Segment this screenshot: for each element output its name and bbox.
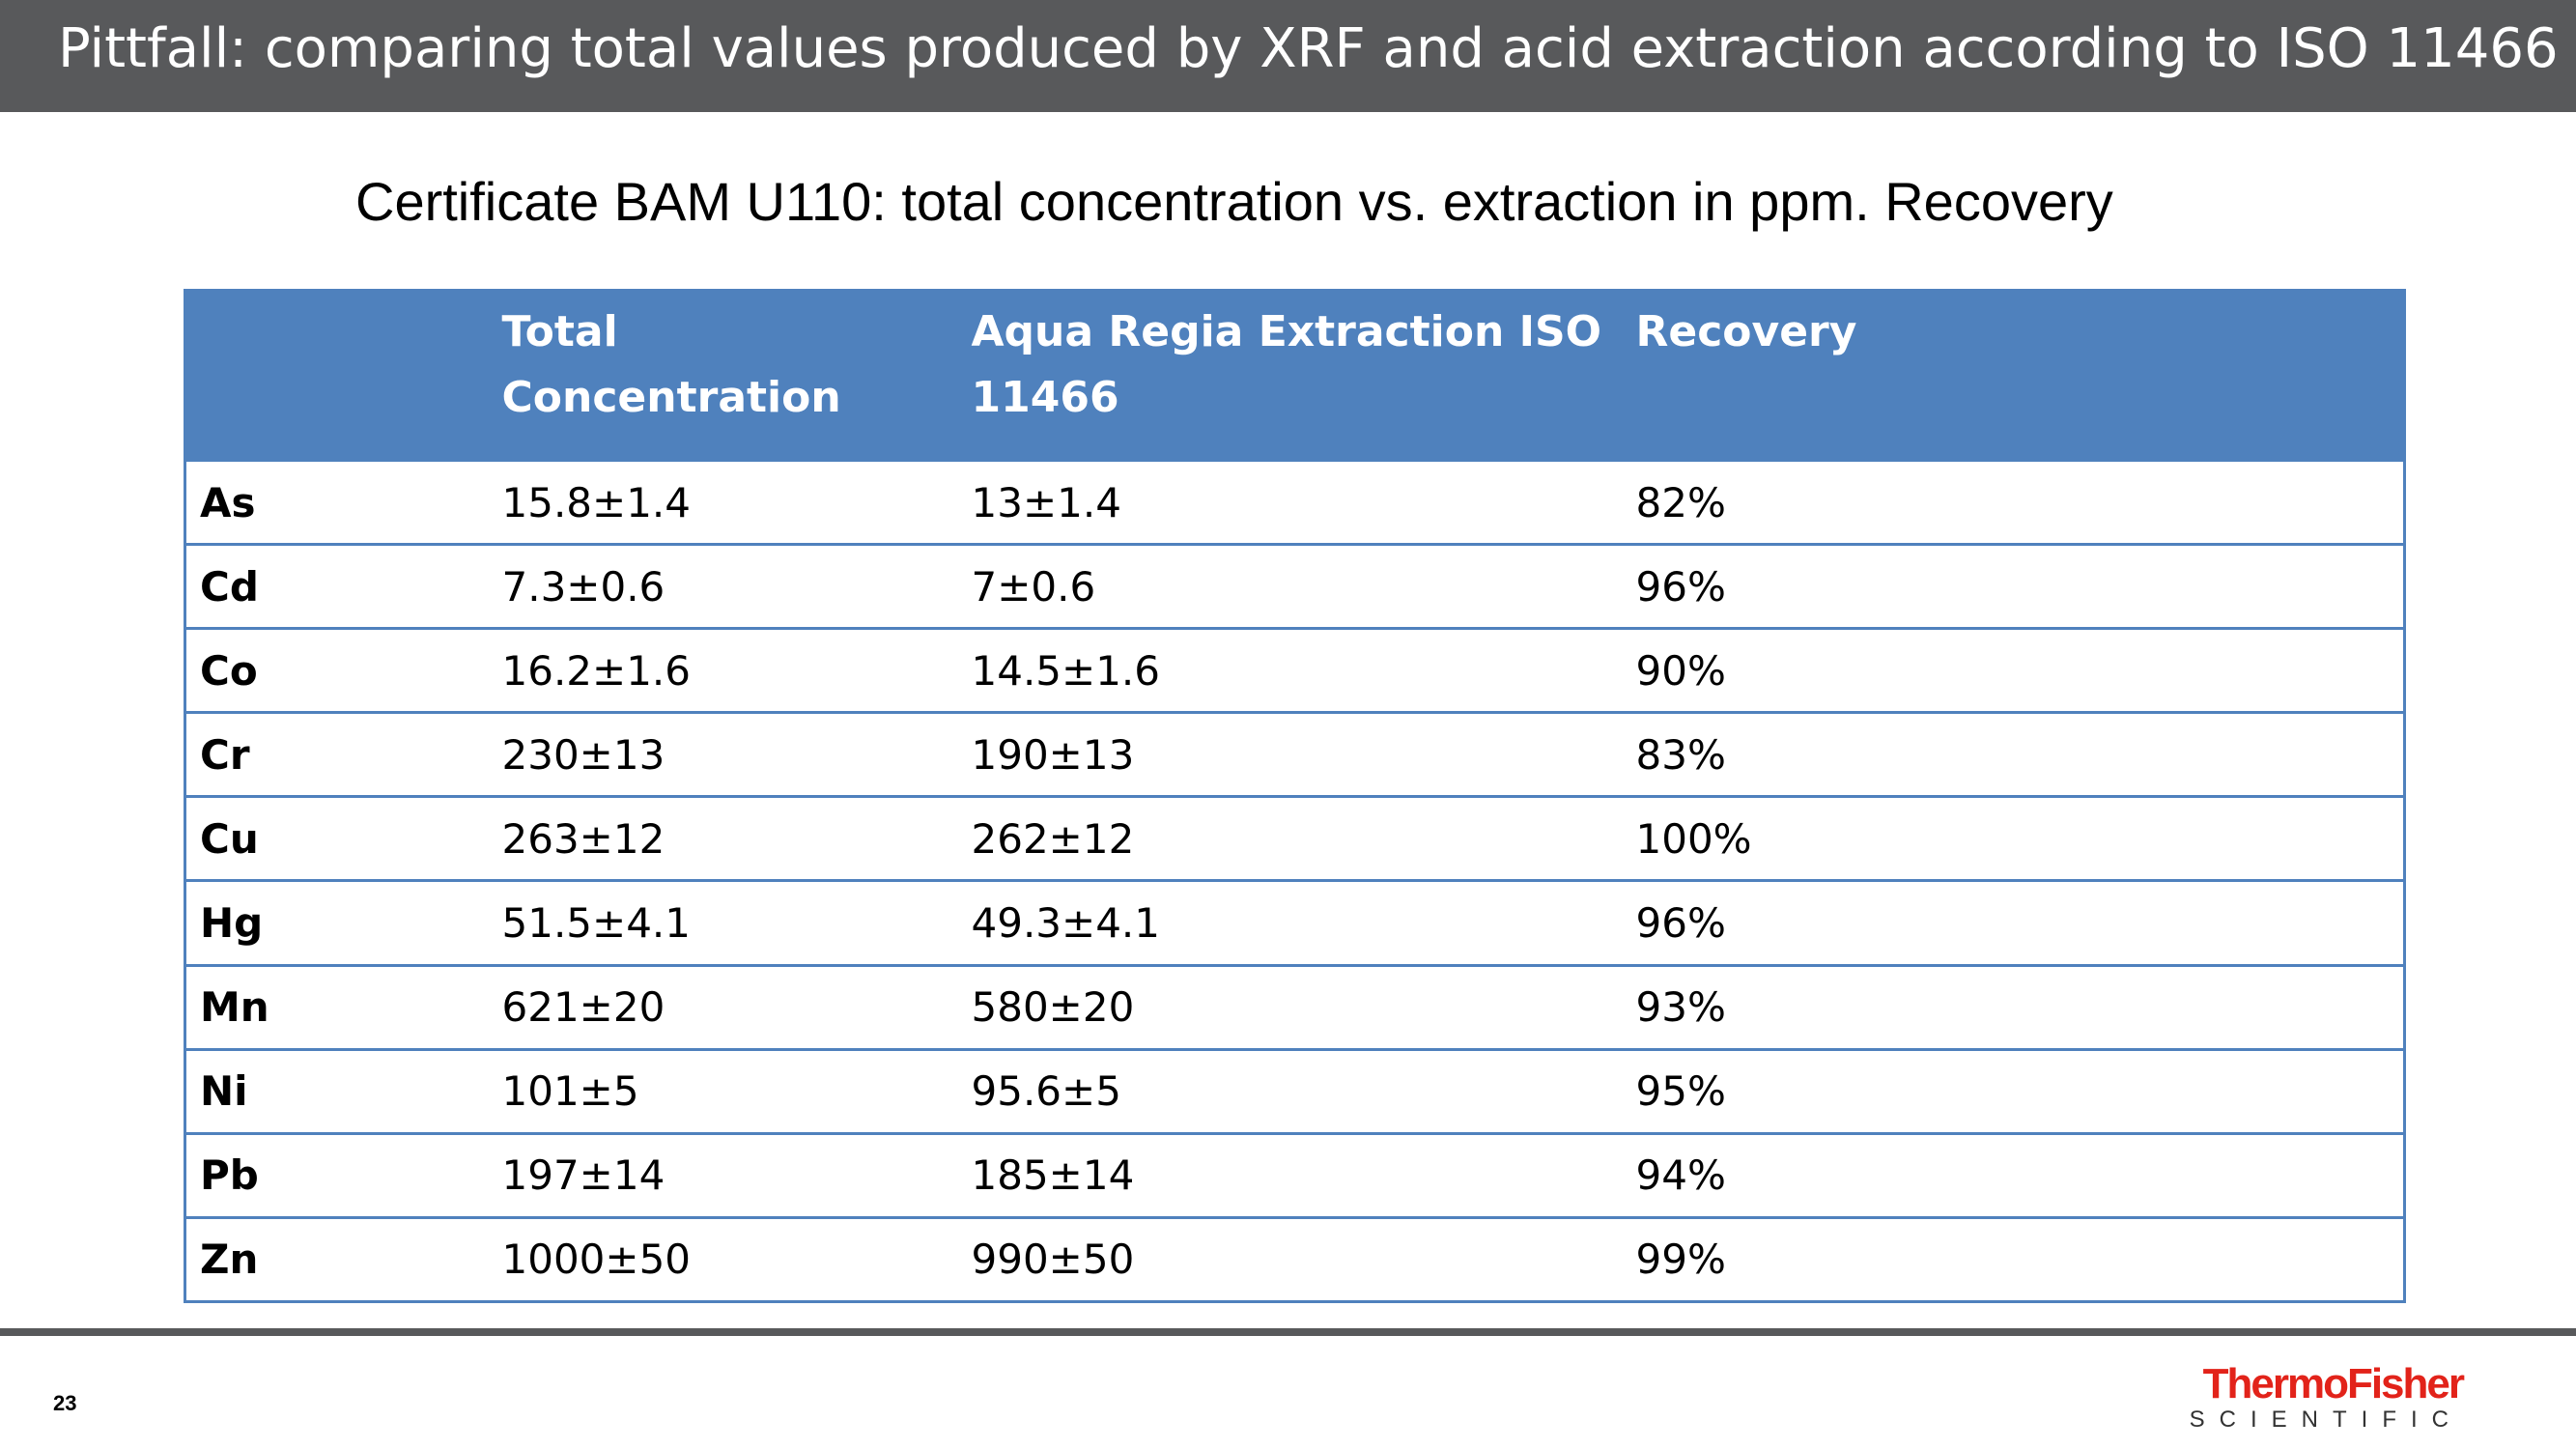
table-row: Cr 230±13 190±13 83% [184,711,2405,797]
cell-recovery: 96% [1622,543,2405,629]
cell-element: Mn [184,963,489,1050]
table-row: Cu 263±12 262±12 100% [184,795,2405,881]
cell-extraction: 95.6±5 [957,1047,1623,1134]
cell-extraction: 7±0.6 [957,543,1623,629]
cell-total: 101±5 [488,1047,958,1134]
cell-element: As [184,458,489,545]
table-row: Zn 1000±50 990±50 99% [184,1215,2405,1302]
thermo-fisher-logo: ThermoFisher SCIENTIFIC [2190,1360,2465,1433]
cell-recovery: 96% [1622,879,2405,966]
cell-element: Cd [184,543,489,629]
header-recovery: Recovery [1622,290,2405,461]
cell-total: 51.5±4.1 [488,879,958,966]
cell-element: Co [184,627,489,713]
table-row: Cd 7.3±0.6 7±0.6 96% [184,543,2405,629]
table-header-row: Total Concentration Aqua Regia Extractio… [184,290,2405,461]
table-row: Mn 621±20 580±20 93% [184,963,2405,1050]
cell-extraction: 13±1.4 [957,458,1623,545]
cell-element: Pb [184,1131,489,1218]
cell-extraction: 990±50 [957,1215,1623,1302]
table-row: Ni 101±5 95.6±5 95% [184,1047,2405,1134]
cell-total: 16.2±1.6 [488,627,958,713]
table-row: Pb 197±14 185±14 94% [184,1131,2405,1218]
cell-extraction: 49.3±4.1 [957,879,1623,966]
cell-element: Hg [184,879,489,966]
cell-element: Cu [184,795,489,881]
cell-extraction: 580±20 [957,963,1623,1050]
header-total-concentration: Total Concentration [488,290,958,461]
cell-recovery: 95% [1622,1047,2405,1134]
cell-total: 263±12 [488,795,958,881]
title-bar: Pittfall: comparing total values produce… [0,0,2576,112]
slide-subtitle: Certificate BAM U110: total concentratio… [355,171,2113,232]
logo-wordmark: ThermoFisher [2202,1360,2465,1407]
cell-extraction: 262±12 [957,795,1623,881]
cell-recovery: 99% [1622,1215,2405,1302]
page-number: 23 [53,1391,77,1415]
cell-element: Ni [184,1047,489,1134]
cell-total: 230±13 [488,711,958,797]
cell-recovery: 93% [1622,963,2405,1050]
logo-tagline: SCIENTIFIC [2189,1406,2463,1433]
cell-recovery: 82% [1622,458,2405,545]
table-row: Co 16.2±1.6 14.5±1.6 90% [184,627,2405,713]
cell-total: 1000±50 [488,1215,958,1302]
header-element [184,290,489,461]
cell-recovery: 94% [1622,1131,2405,1218]
cell-extraction: 14.5±1.6 [957,627,1623,713]
cell-element: Zn [184,1215,489,1302]
cell-total: 197±14 [488,1131,958,1218]
slide-title: Pittfall: comparing total values produce… [58,17,2559,80]
header-aqua-regia-extraction: Aqua Regia Extraction ISO 11466 [957,290,1623,461]
cell-recovery: 100% [1622,795,2405,881]
cell-recovery: 90% [1622,627,2405,713]
cell-extraction: 190±13 [957,711,1623,797]
cell-element: Cr [184,711,489,797]
cell-extraction: 185±14 [957,1131,1623,1218]
concentration-table: Total Concentration Aqua Regia Extractio… [184,289,2406,1303]
table-row: Hg 51.5±4.1 49.3±4.1 96% [184,879,2405,966]
cell-total: 15.8±1.4 [488,458,958,545]
footer-divider [0,1328,2576,1336]
cell-total: 621±20 [488,963,958,1050]
cell-recovery: 83% [1622,711,2405,797]
table-row: As 15.8±1.4 13±1.4 82% [184,458,2405,545]
cell-total: 7.3±0.6 [488,543,958,629]
